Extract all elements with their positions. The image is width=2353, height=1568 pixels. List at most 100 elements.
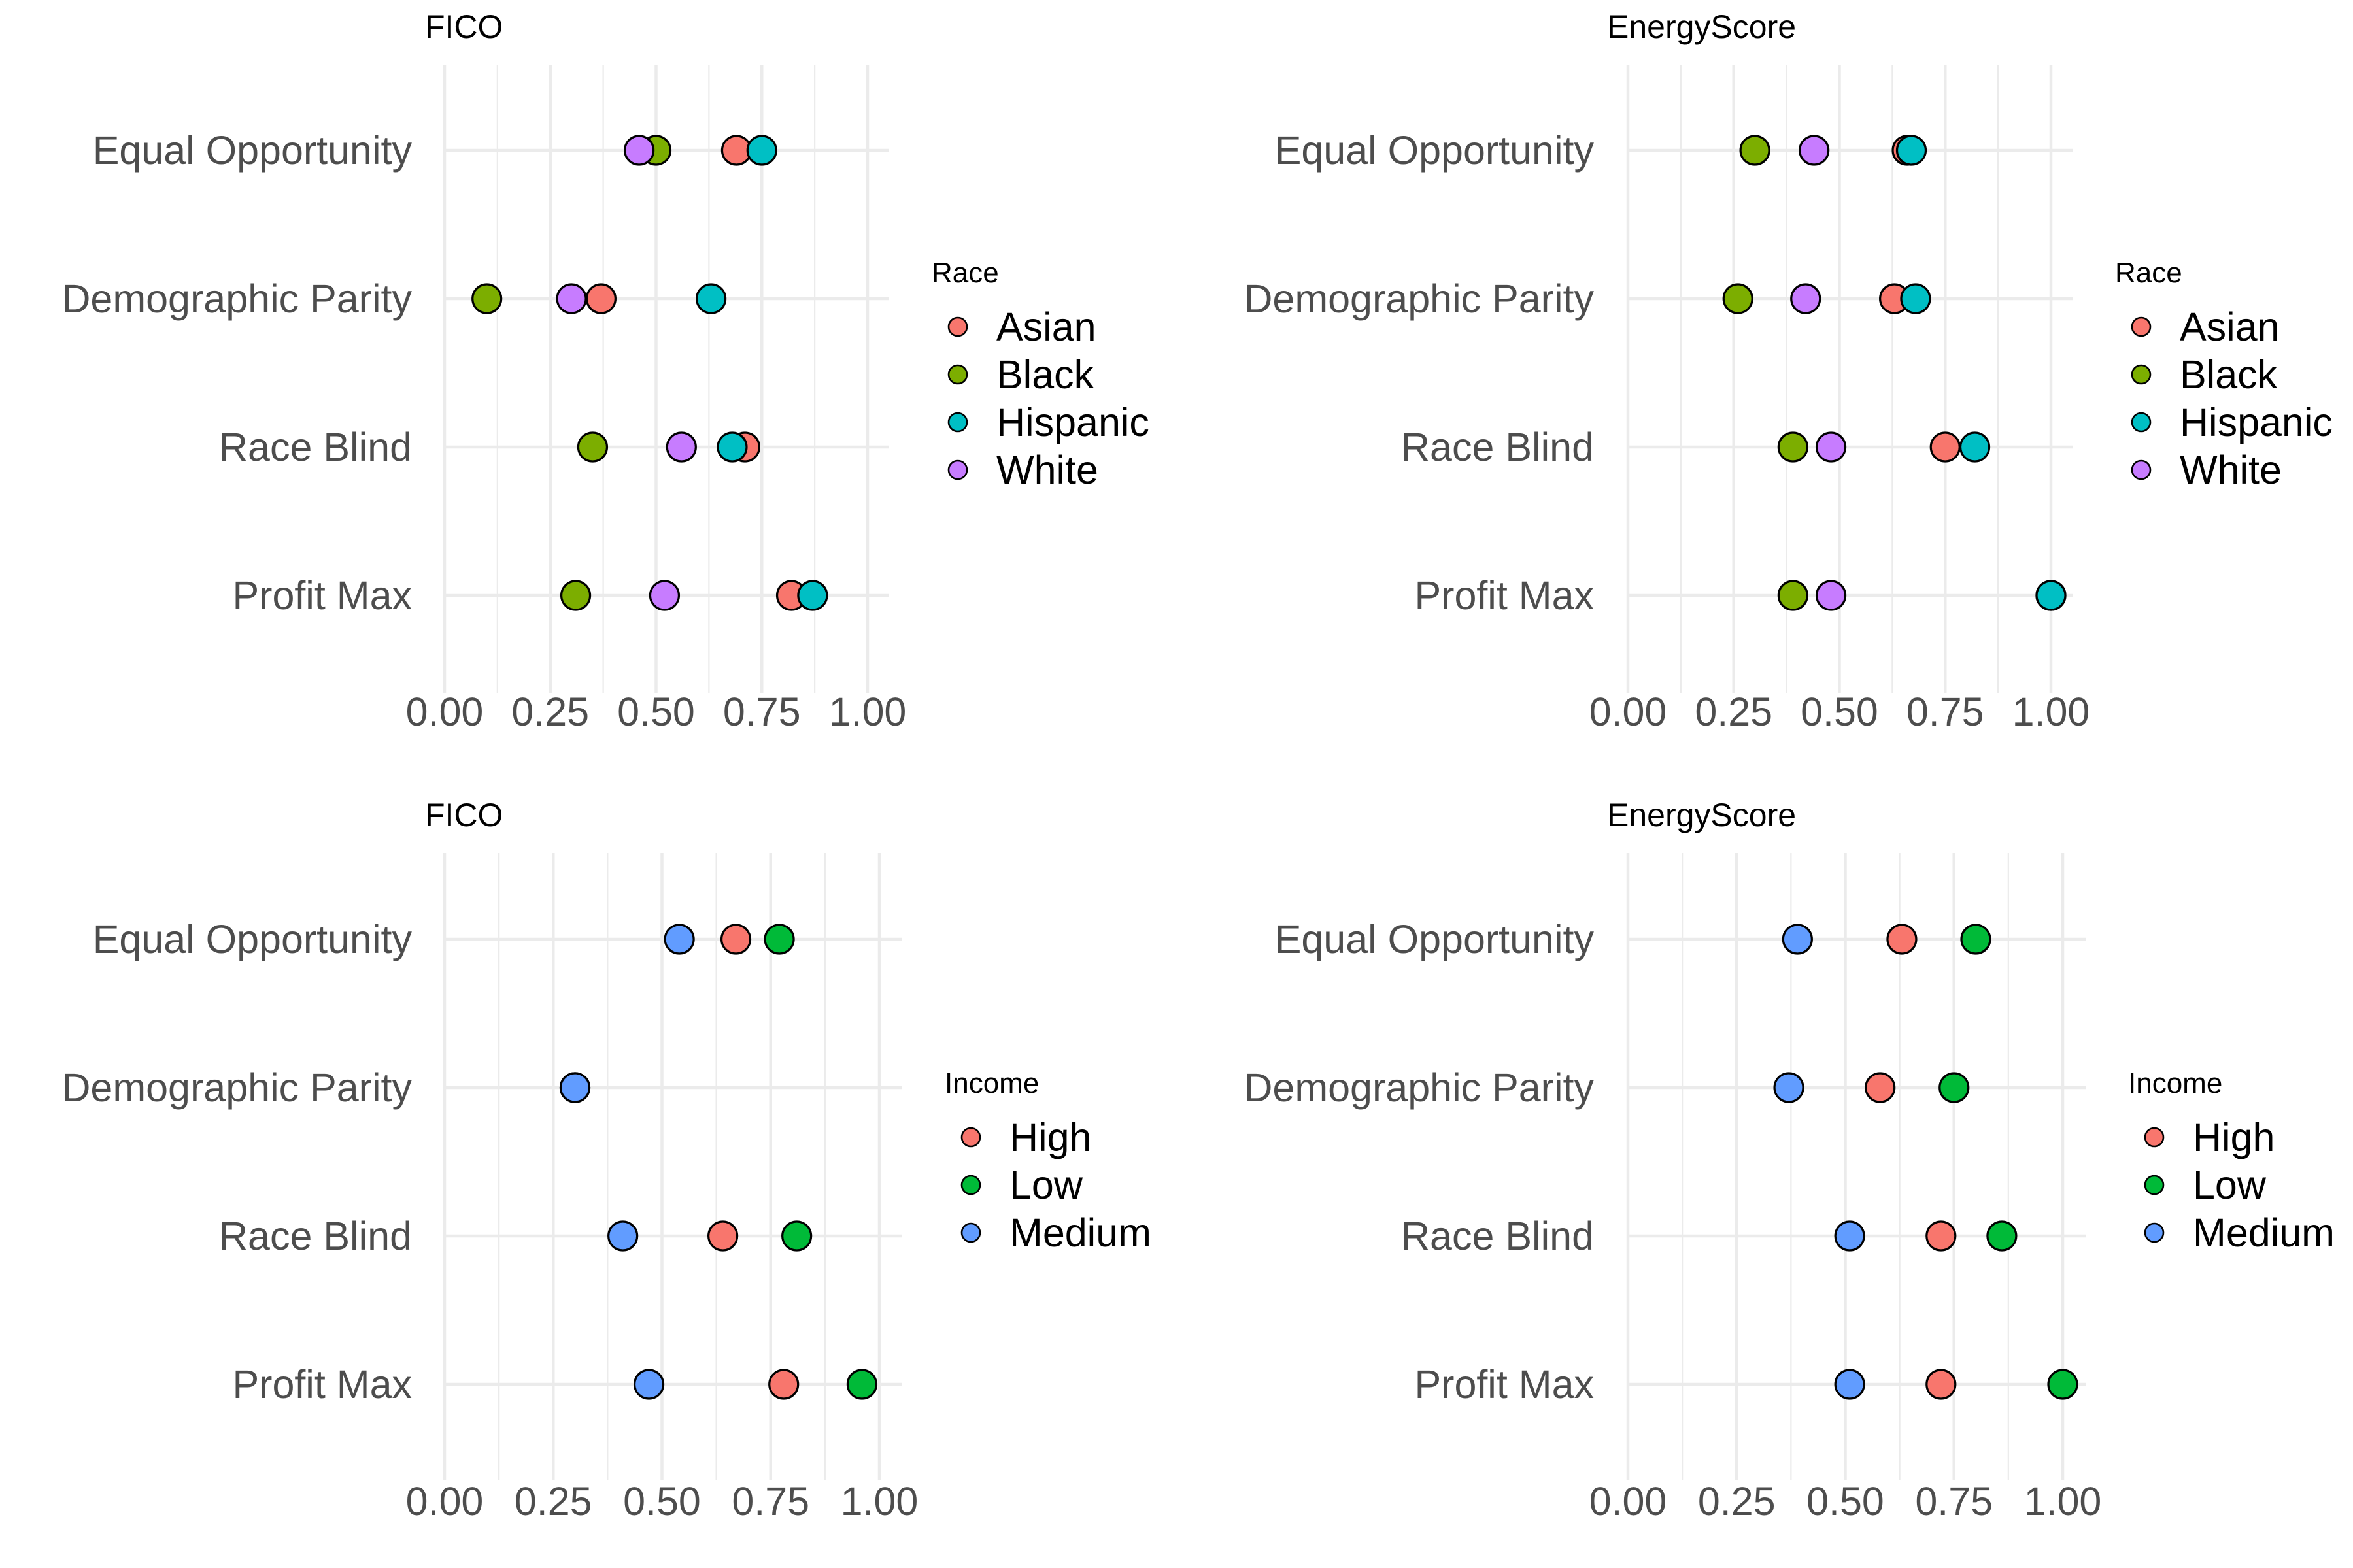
point-hispanic-equal-opportunity	[746, 135, 777, 166]
category-label-demographic-parity: Demographic Parity	[1244, 1065, 1594, 1110]
panel-4: 0.00 0.25 0.50 0.75 1.00 Equal Opportunity Dem…	[1244, 797, 2335, 1524]
x-tick-label: 1.00	[841, 1479, 919, 1524]
category-label-equal-opportunity: Equal Opportunity	[93, 128, 413, 173]
point-medium-demographic-parity	[1773, 1072, 1804, 1103]
legend-key-asian	[2131, 316, 2152, 337]
category-label-race-blind: Race Blind	[219, 1214, 412, 1258]
point-black-race-blind	[1777, 431, 1808, 463]
panel-title: FICO	[425, 8, 503, 45]
legend-key-high	[2144, 1127, 2165, 1148]
x-tick-label: 0.25	[1698, 1479, 1776, 1524]
legend-key-medium	[960, 1222, 981, 1243]
legend-label-white: White	[996, 448, 1098, 492]
x-tick-label: 0.00	[1589, 1479, 1667, 1524]
point-white-profit-max	[649, 580, 681, 611]
point-medium-profit-max	[633, 1369, 665, 1400]
x-tick-label: 0.50	[623, 1479, 701, 1524]
point-medium-profit-max	[1834, 1369, 1865, 1400]
point-medium-race-blind	[607, 1220, 639, 1252]
x-tick-label: 0.00	[406, 690, 484, 734]
x-tick-label: 0.75	[732, 1479, 809, 1524]
legend-title: Race	[932, 257, 999, 289]
point-medium-demographic-parity	[559, 1072, 591, 1103]
point-low-profit-max	[846, 1369, 878, 1400]
point-low-equal-opportunity	[764, 924, 795, 955]
category-label-race-blind: Race Blind	[1401, 425, 1594, 469]
point-asian-race-blind	[1929, 431, 1961, 463]
x-tick-label: 0.50	[1801, 690, 1878, 734]
panel-title: EnergyScore	[1607, 797, 1796, 833]
category-label-profit-max: Profit Max	[1414, 573, 1594, 618]
category-label-equal-opportunity: Equal Opportunity	[1275, 917, 1595, 961]
point-white-race-blind	[666, 431, 697, 463]
point-hispanic-race-blind	[717, 431, 748, 463]
panel-1: 0.00 0.25 0.50 0.75 1.00 Equal Opportunity Dem…	[61, 8, 1149, 734]
legend-label-medium: Medium	[2193, 1210, 2335, 1255]
legend-label-high: High	[2193, 1115, 2275, 1159]
x-tick-label: 0.25	[1695, 690, 1772, 734]
point-hispanic-demographic-parity	[1900, 283, 1931, 314]
x-tick-label: 1.00	[829, 690, 907, 734]
legend-title: Income	[2128, 1067, 2222, 1099]
legend-label-white: White	[2180, 448, 2282, 492]
x-tick-label: 0.75	[1915, 1479, 1993, 1524]
legend-label-medium: Medium	[1009, 1210, 1151, 1255]
point-medium-equal-opportunity	[1782, 924, 1813, 955]
point-white-race-blind	[1815, 431, 1847, 463]
legend-label-low: Low	[1009, 1163, 1083, 1207]
legend-title: Income	[945, 1067, 1039, 1099]
x-tick-label: 0.25	[511, 690, 589, 734]
category-label-profit-max: Profit Max	[232, 573, 412, 618]
legend-key-low	[960, 1175, 981, 1195]
category-label-race-blind: Race Blind	[1401, 1214, 1594, 1258]
x-tick-label: 0.75	[723, 690, 801, 734]
x-tick-label: 0.00	[1589, 690, 1667, 734]
legend-label-high: High	[1009, 1115, 1091, 1159]
legend-key-hispanic	[2131, 412, 2152, 433]
point-black-profit-max	[1777, 580, 1808, 611]
category-label-demographic-parity: Demographic Parity	[61, 1065, 412, 1110]
x-tick-label: 1.00	[2012, 690, 2090, 734]
point-hispanic-race-blind	[1959, 431, 1991, 463]
point-high-race-blind	[707, 1220, 739, 1252]
point-high-equal-opportunity	[1886, 924, 1918, 955]
legend-key-high	[960, 1127, 981, 1148]
legend-key-white	[2131, 459, 2152, 480]
category-label-demographic-parity: Demographic Parity	[1244, 276, 1594, 321]
point-white-profit-max	[1815, 580, 1847, 611]
point-high-profit-max	[768, 1369, 800, 1400]
point-high-race-blind	[1925, 1220, 1957, 1252]
x-tick-label: 0.50	[1806, 1479, 1884, 1524]
point-low-equal-opportunity	[1960, 924, 1991, 955]
point-hispanic-profit-max	[797, 580, 828, 611]
category-label-equal-opportunity: Equal Opportunity	[93, 917, 413, 961]
point-low-race-blind	[781, 1220, 813, 1252]
category-label-profit-max: Profit Max	[232, 1362, 412, 1407]
point-black-demographic-parity	[1722, 283, 1753, 314]
panel-title: EnergyScore	[1607, 8, 1796, 45]
legend-key-medium	[2144, 1222, 2165, 1243]
panel-3: 0.00 0.25 0.50 0.75 1.00 Equal Opportunity Dem…	[61, 797, 1151, 1524]
legend-title: Race	[2115, 257, 2182, 289]
point-low-race-blind	[1986, 1220, 2018, 1252]
legend-label-low: Low	[2193, 1163, 2267, 1207]
x-tick-label: 0.75	[1906, 690, 1984, 734]
legend-key-asian	[947, 316, 968, 337]
panel-title: FICO	[425, 797, 503, 833]
category-label-demographic-parity: Demographic Parity	[61, 276, 412, 321]
point-hispanic-demographic-parity	[696, 283, 727, 314]
point-low-profit-max	[2047, 1369, 2078, 1400]
point-high-profit-max	[1925, 1369, 1957, 1400]
category-label-profit-max: Profit Max	[1414, 1362, 1594, 1407]
point-white-demographic-parity	[1790, 283, 1821, 314]
x-tick-label: 1.00	[2024, 1479, 2102, 1524]
x-tick-label: 0.00	[406, 1479, 484, 1524]
point-high-demographic-parity	[1865, 1072, 1896, 1103]
legend-key-hispanic	[947, 412, 968, 433]
point-black-race-blind	[577, 431, 609, 463]
